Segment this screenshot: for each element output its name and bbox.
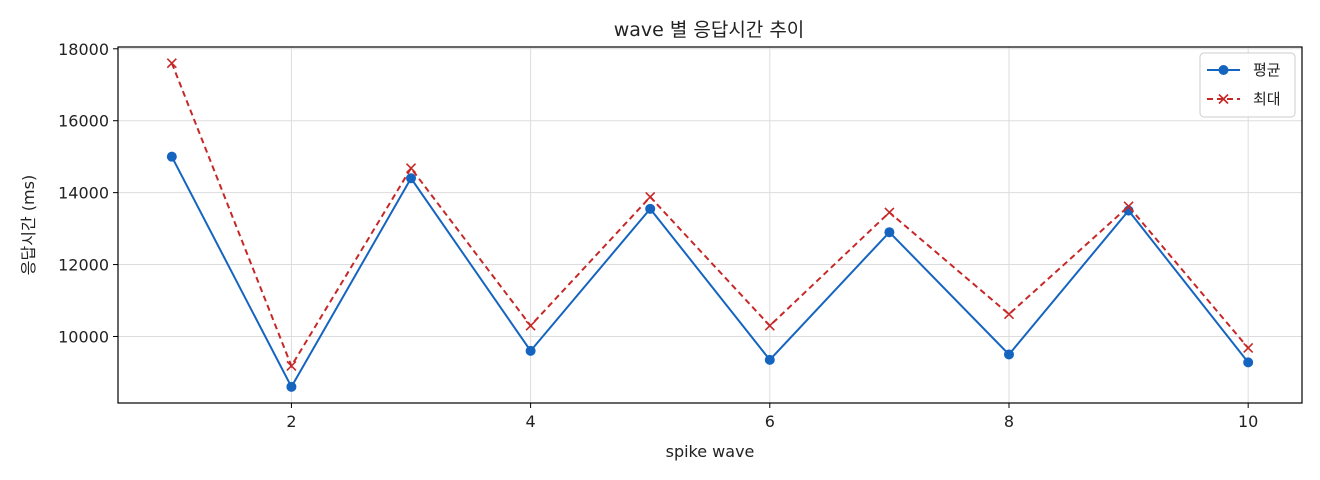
data-point xyxy=(286,360,297,372)
x-axis-label: spike wave xyxy=(666,442,755,461)
x-axis: 2 4 6 8 10 xyxy=(286,403,1258,431)
x-tick-label: 2 xyxy=(286,412,296,431)
legend-item: 평균 xyxy=(1207,61,1281,79)
data-point xyxy=(525,345,536,356)
data-point xyxy=(286,381,297,392)
x-tick-label: 8 xyxy=(1004,412,1014,431)
data-point xyxy=(166,58,177,69)
y-tick-label: 14000 xyxy=(58,184,109,203)
x-tick-label: 4 xyxy=(526,412,536,431)
legend-marker xyxy=(1218,93,1229,105)
grid-lines xyxy=(118,47,1302,403)
data-point xyxy=(1003,309,1015,320)
y-tick-label: 18000 xyxy=(58,40,109,59)
series-line xyxy=(170,156,1249,389)
data-point xyxy=(1243,357,1254,368)
data-point xyxy=(764,354,775,365)
series-line xyxy=(170,62,1249,369)
data-point xyxy=(645,191,656,203)
legend-label: 평균 xyxy=(1253,61,1281,79)
legend-box xyxy=(1199,52,1296,118)
data-point xyxy=(166,151,177,162)
data-point xyxy=(645,203,656,214)
data-point xyxy=(405,163,417,174)
chart-title: wave 별 응답시간 추이 xyxy=(614,19,805,41)
data-point xyxy=(525,320,536,331)
legend-label: 최대 xyxy=(1253,90,1281,108)
y-tick-label: 16000 xyxy=(58,112,109,131)
y-tick-label: 10000 xyxy=(58,327,109,346)
y-tick-label: 12000 xyxy=(58,256,109,275)
x-tick-label: 10 xyxy=(1238,412,1258,431)
legend-marker xyxy=(1218,65,1229,75)
series-1 xyxy=(166,151,1254,392)
y-axis-label: 응답시간 (ms) xyxy=(19,175,38,275)
data-point xyxy=(1243,342,1254,354)
data-point xyxy=(406,173,417,184)
data-point xyxy=(1123,201,1134,212)
y-axis: 10000 12000 14000 16000 18000 xyxy=(58,40,118,346)
plot-frame xyxy=(117,46,1303,404)
data-point xyxy=(764,320,775,331)
plot-area xyxy=(166,58,1254,392)
series-2 xyxy=(166,58,1254,372)
data-point xyxy=(1003,349,1014,360)
data-point xyxy=(884,207,895,218)
x-tick-label: 6 xyxy=(765,412,775,431)
legend-item: 최대 xyxy=(1207,90,1281,108)
data-point xyxy=(884,227,895,238)
